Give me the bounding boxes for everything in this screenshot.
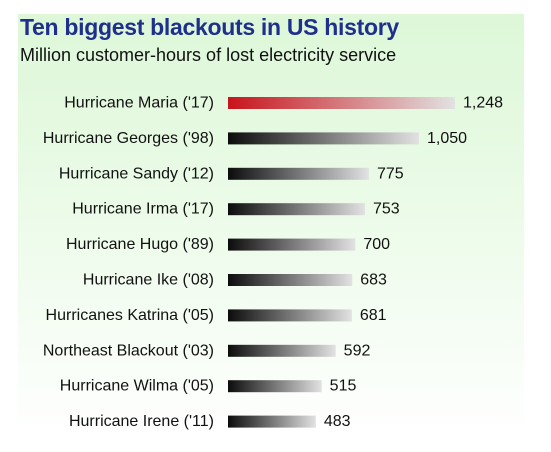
- bar: [228, 203, 365, 216]
- bar: [228, 238, 356, 251]
- bar: [228, 309, 352, 322]
- bar: [228, 97, 455, 109]
- value-label: 592: [344, 342, 371, 359]
- category-label: Hurricane Ike ('08): [83, 272, 214, 289]
- value-label: 1,050: [427, 130, 467, 147]
- bar: [228, 380, 322, 393]
- category-label: Hurricanes Katrina ('05): [46, 307, 214, 324]
- bar: [228, 274, 353, 286]
- value-label: 1,248: [463, 95, 503, 112]
- bar: [228, 415, 316, 428]
- category-label: Hurricane Hugo ('89): [66, 236, 214, 253]
- category-label: Hurricane Georges ('98): [43, 130, 214, 147]
- bar: [228, 344, 336, 357]
- value-label: 700: [363, 236, 390, 253]
- category-label: Hurricane Wilma ('05): [60, 378, 214, 395]
- bar: [228, 167, 369, 180]
- category-label: Hurricane Irma ('17): [72, 201, 214, 218]
- value-label: 681: [360, 307, 387, 324]
- chart-title: Ten biggest blackouts in US history: [20, 14, 399, 40]
- chart-subtitle: Million customer-hours of lost electrici…: [20, 45, 397, 65]
- value-label: 753: [373, 201, 400, 218]
- value-label: 775: [377, 165, 404, 182]
- value-label: 683: [360, 272, 387, 289]
- category-label: Hurricane Maria ('17): [64, 95, 214, 112]
- category-label: Hurricane Irene ('11): [69, 413, 214, 430]
- value-label: 483: [324, 413, 351, 430]
- chart-panel: [18, 14, 524, 440]
- bar: [228, 132, 419, 145]
- value-label: 515: [330, 378, 357, 395]
- category-label: Northeast Blackout ('03): [43, 342, 214, 359]
- category-label: Hurricane Sandy ('12): [59, 165, 214, 182]
- bars-group: Hurricane Maria ('17) 1,248 Hurricane Geor…: [43, 95, 503, 431]
